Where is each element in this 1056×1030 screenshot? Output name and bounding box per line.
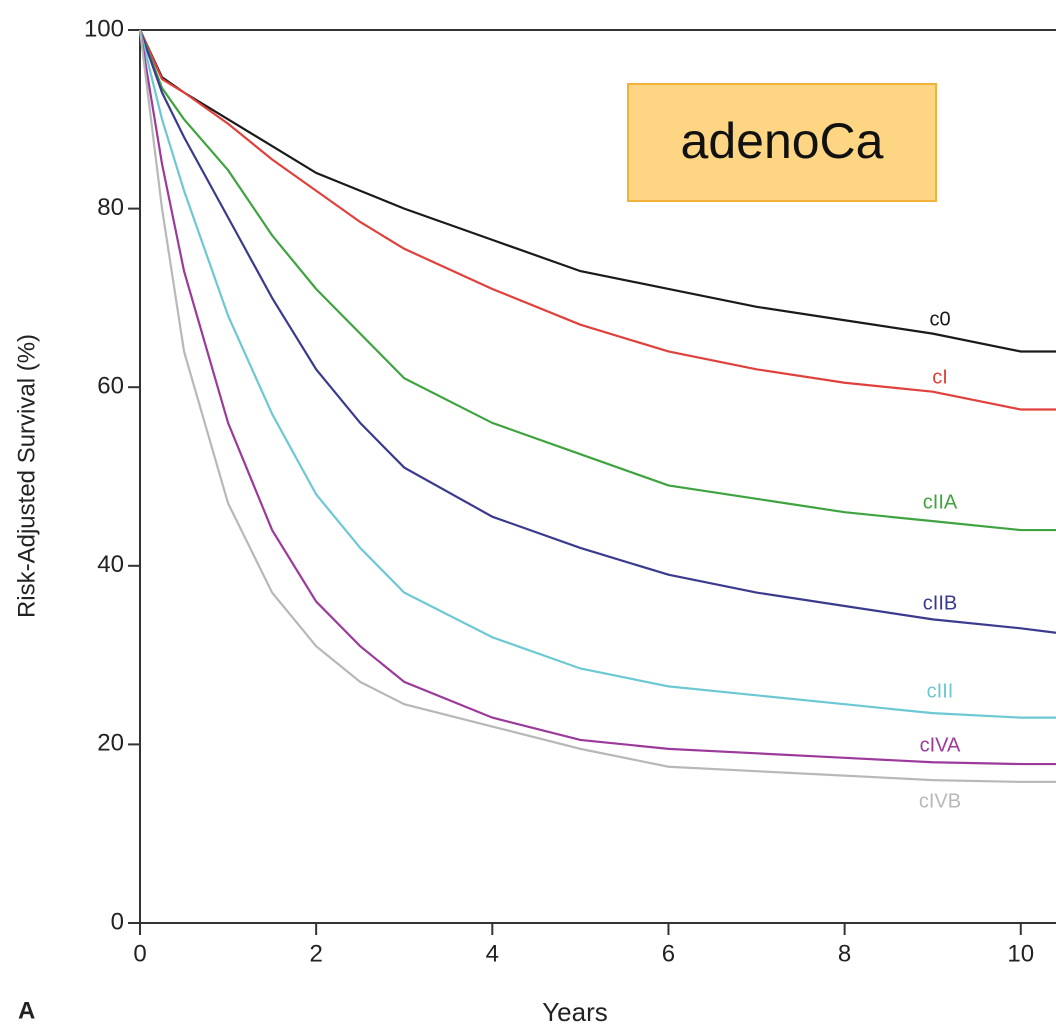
- y-tick-label: 0: [111, 908, 124, 935]
- series-line: [139, 29, 1056, 353]
- series-line: [138, 29, 1056, 411]
- series-label: cIII: [927, 680, 954, 702]
- series-label: cIVA: [920, 734, 961, 756]
- y-tick-label: 80: [97, 194, 124, 221]
- series-line: [138, 29, 1056, 634]
- annotation-box: [627, 83, 937, 202]
- series-label: c0: [929, 308, 950, 330]
- series-label: cIIB: [923, 592, 957, 614]
- y-tick-label: 100: [84, 15, 124, 42]
- x-tick-label: 6: [662, 940, 675, 967]
- x-tick-label: 10: [1007, 940, 1034, 967]
- y-tick-label: 40: [97, 551, 124, 578]
- x-tick-label: 0: [133, 940, 146, 967]
- x-tick-label: 4: [486, 940, 499, 967]
- y-tick-label: 20: [97, 730, 124, 757]
- series-line: [138, 29, 1056, 532]
- x-axis-label: Years: [542, 997, 608, 1027]
- series-label: cIIA: [923, 491, 958, 513]
- series-line: [138, 29, 1056, 784]
- series-label: cI: [932, 366, 948, 388]
- series-label: cIVB: [919, 790, 961, 812]
- panel-label: A: [18, 997, 35, 1024]
- x-tick-label: 8: [838, 940, 851, 967]
- annotation: adenoCa: [681, 113, 884, 169]
- series-line: [138, 29, 1056, 766]
- y-axis-label: Risk-Adjusted Survival (%): [13, 334, 40, 618]
- series-line: [138, 29, 1056, 719]
- x-tick-label: 2: [309, 940, 322, 967]
- y-tick-label: 60: [97, 373, 124, 400]
